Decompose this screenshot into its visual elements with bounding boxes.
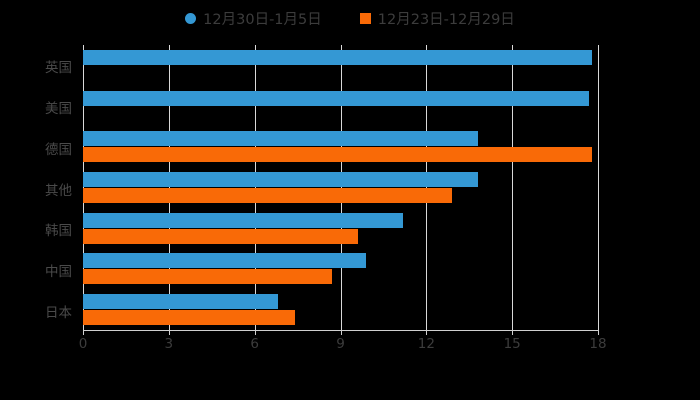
- gridline: [83, 45, 84, 330]
- bar[interactable]: [83, 172, 478, 187]
- x-tick-mark: [426, 330, 428, 335]
- y-axis-tick-label: 英国: [45, 60, 72, 77]
- gridline: [254, 45, 256, 330]
- bar[interactable]: [83, 228, 358, 244]
- legend-label: 12月30日-1月5日: [203, 11, 322, 28]
- chart-legend: 12月30日-1月5日 12月23日-12月29日: [0, 4, 700, 32]
- y-axis-tick-label: 中国: [45, 263, 72, 280]
- bar[interactable]: [83, 131, 478, 147]
- y-axis-tick-label: 德国: [45, 141, 72, 158]
- bar[interactable]: [83, 90, 590, 106]
- x-axis-tick-label: 12: [417, 336, 435, 352]
- gridline: [426, 45, 428, 330]
- legend-label: 12月23日-12月29日: [377, 11, 515, 28]
- x-axis-tick-label: 3: [164, 336, 174, 352]
- x-tick-mark: [340, 330, 342, 335]
- x-axis-tick-label: 0: [78, 336, 88, 352]
- x-tick-mark: [254, 330, 256, 335]
- y-axis-tick-label: 韩国: [45, 223, 72, 240]
- bar[interactable]: [83, 294, 278, 310]
- gridline: [340, 45, 342, 330]
- x-axis-tick-label: 6: [250, 336, 259, 352]
- gridline: [512, 45, 514, 330]
- y-axis-labels: 英国美国德国其他韩国中国日本: [0, 45, 72, 330]
- legend-circle-icon: [185, 12, 197, 24]
- x-tick-mark: [598, 330, 599, 335]
- legend-entry[interactable]: 12月23日-12月29日: [359, 8, 515, 29]
- y-axis-tick-label: 美国: [45, 101, 72, 118]
- bar[interactable]: [83, 49, 593, 65]
- bar[interactable]: [83, 147, 593, 163]
- x-axis-tick-label: 18: [589, 336, 607, 352]
- x-axis-tick-label: 9: [336, 336, 345, 352]
- bar[interactable]: [83, 310, 295, 326]
- legend-entry[interactable]: 12月30日-1月5日: [185, 8, 322, 29]
- bar[interactable]: [83, 212, 404, 228]
- y-axis-tick-label: 日本: [45, 304, 72, 321]
- plot-area: [83, 45, 599, 330]
- bar[interactable]: [83, 253, 367, 269]
- bar[interactable]: [83, 269, 332, 285]
- x-axis-tick-label: 15: [503, 336, 521, 352]
- gridline: [598, 45, 599, 330]
- y-axis-tick-label: 其他: [45, 182, 72, 199]
- bar[interactable]: [83, 188, 453, 203]
- x-tick-mark: [168, 330, 170, 335]
- x-tick-mark: [83, 330, 84, 335]
- x-tick-mark: [512, 330, 514, 335]
- gridline: [168, 45, 170, 330]
- legend-square-icon: [359, 12, 371, 24]
